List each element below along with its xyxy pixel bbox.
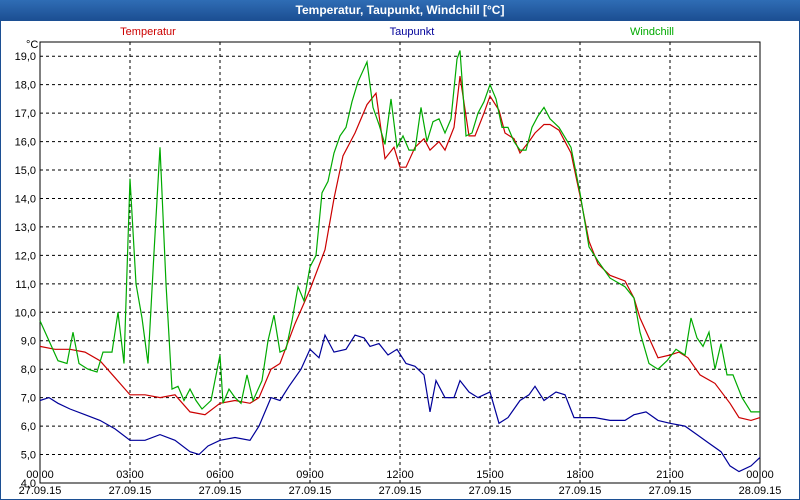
y-tick-label: 18,0 xyxy=(15,80,36,92)
chart-title: Temperatur, Taupunkt, Windchill [°C] xyxy=(0,0,800,20)
x-tick-date: 27.09.15 xyxy=(199,485,242,497)
x-tick-time: 06:00 xyxy=(206,469,234,481)
y-tick-label: 5,0 xyxy=(21,450,36,462)
y-tick-label: 19,0 xyxy=(15,51,36,63)
y-tick-label: 8,0 xyxy=(21,364,36,376)
x-axis-ticks: 00:00 27.09.15 03:00 27.09.15 06:00 27.09.15 0… xyxy=(19,469,782,497)
x-tick-time: 12:00 xyxy=(386,469,414,481)
x-tick-date: 27.09.15 xyxy=(19,485,62,497)
y-tick-label: 4,0 xyxy=(21,478,36,490)
y-axis-ticks: 4,0 5,0 6,0 7,0 8,0 9,0 10,0 11,0 12,0 13,0 14,0 15… xyxy=(15,51,36,490)
x-tick-date: 27.09.15 xyxy=(109,485,152,497)
series-line-windchill xyxy=(39,50,760,413)
x-tick-time: 09:00 xyxy=(296,469,324,481)
x-tick-date: 27.09.15 xyxy=(559,485,602,497)
x-tick-date: 27.09.15 xyxy=(289,485,332,497)
y-tick-label: 10,0 xyxy=(15,307,36,319)
y-tick-label: 6,0 xyxy=(21,421,36,433)
x-tick-time: 21:00 xyxy=(656,469,684,481)
legend-label-taupunkt: Taupunkt xyxy=(390,26,435,38)
line-chart: 4,0 5,0 6,0 7,0 8,0 9,0 10,0 11,0 12,0 13,0 14,0 15… xyxy=(15,26,782,497)
x-tick-time: 15:00 xyxy=(476,469,504,481)
y-tick-label: 11,0 xyxy=(15,279,36,291)
x-tick-time: 00:00 xyxy=(746,469,774,481)
grid-lines xyxy=(40,42,760,484)
x-tick-time: 18:00 xyxy=(566,469,594,481)
legend-label-temperatur: Temperatur xyxy=(120,26,176,38)
x-tick-date: 28.09.15 xyxy=(739,485,782,497)
x-tick-date: 27.09.15 xyxy=(379,485,422,497)
series-lines xyxy=(39,50,761,473)
x-tick-time: 03:00 xyxy=(116,469,144,481)
legend-label-windchill: Windchill xyxy=(630,26,674,38)
y-tick-label: 17,0 xyxy=(15,108,36,120)
y-tick-label: 12,0 xyxy=(15,250,36,262)
x-tick-date: 27.09.15 xyxy=(649,485,692,497)
y-unit-label: °C xyxy=(26,39,38,51)
y-tick-label: 9,0 xyxy=(21,336,36,348)
y-tick-label: 15,0 xyxy=(15,165,36,177)
x-tick-date: 27.09.15 xyxy=(469,485,512,497)
legend: Temperatur Taupunkt Windchill xyxy=(120,26,674,38)
y-tick-label: 14,0 xyxy=(15,193,36,205)
x-tick-time: 00:00 xyxy=(26,469,54,481)
series-line-taupunkt xyxy=(39,333,761,473)
y-tick-label: 13,0 xyxy=(15,222,36,234)
series-line-temperatur xyxy=(39,76,761,422)
y-tick-label: 7,0 xyxy=(21,393,36,405)
y-tick-label: 16,0 xyxy=(15,137,36,149)
